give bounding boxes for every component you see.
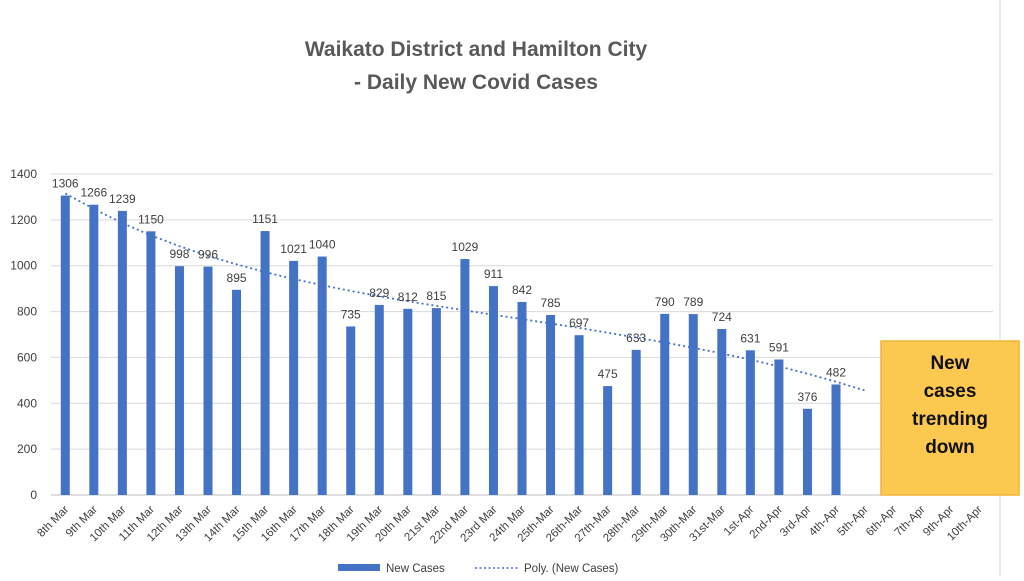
chart-title-line-1: Waikato District and Hamilton City <box>305 38 648 61</box>
y-axis: 0 200 400 600 800 1000 1200 1400 <box>10 167 37 502</box>
bar <box>831 384 841 495</box>
y-tick-label: 0 <box>30 488 37 502</box>
bar <box>745 350 755 495</box>
bar <box>774 359 784 495</box>
legend-label-new-cases: New Cases <box>386 563 445 575</box>
bar <box>117 210 127 496</box>
data-label: 633 <box>626 331 646 345</box>
x-tick-label: 7th-Apr <box>893 504 928 539</box>
data-label: 842 <box>512 283 532 297</box>
data-label: 376 <box>797 390 817 404</box>
bar <box>403 308 413 495</box>
bar <box>517 301 527 495</box>
bar <box>460 259 470 495</box>
legend: New Cases Poly. (New Cases) <box>338 563 619 575</box>
bar <box>346 326 356 495</box>
callout-line-1: New <box>930 353 969 374</box>
bar <box>203 266 213 495</box>
data-label: 735 <box>341 307 361 321</box>
data-label: 1029 <box>452 240 479 254</box>
callout-line-4: down <box>925 437 975 458</box>
data-label: 1150 <box>138 212 164 226</box>
bar <box>546 315 556 495</box>
data-label: 911 <box>484 267 503 281</box>
bar <box>60 195 70 495</box>
x-tick-label: 5th-Apr <box>836 504 871 539</box>
y-tick-label: 1400 <box>10 167 37 181</box>
data-label: 895 <box>227 271 247 285</box>
bar <box>802 408 812 495</box>
data-label: 789 <box>683 295 703 309</box>
data-label: 482 <box>826 365 846 379</box>
data-label: 998 <box>169 247 189 261</box>
bar <box>289 260 299 495</box>
data-label: 1239 <box>109 192 136 206</box>
y-tick-label: 200 <box>17 442 37 456</box>
data-label: 790 <box>655 295 675 309</box>
data-label: 1266 <box>80 186 107 200</box>
trendline-group <box>64 192 865 392</box>
bar <box>717 328 727 495</box>
x-tick-label: 4th-Apr <box>807 504 842 539</box>
callout-line-2: cases <box>924 381 977 402</box>
bar <box>431 308 441 495</box>
bar <box>146 231 156 496</box>
y-tick-label: 1000 <box>10 259 37 273</box>
bar <box>488 286 498 495</box>
y-tick-label: 800 <box>17 305 37 319</box>
data-label: 591 <box>769 340 789 354</box>
trend-callout: New cases trending down <box>880 340 1020 496</box>
trendline <box>64 192 865 392</box>
data-label: 1151 <box>252 212 278 226</box>
series-new-cases <box>60 195 841 496</box>
data-label: 631 <box>740 331 760 345</box>
chart-title-line-2: - Daily New Covid Cases <box>354 71 598 94</box>
y-tick-label: 600 <box>17 350 37 364</box>
x-tick-label: 3rd-Apr <box>778 504 814 540</box>
callout-line-3: trending <box>912 409 988 430</box>
y-tick-label: 400 <box>17 396 37 410</box>
data-label: 815 <box>426 289 446 303</box>
data-label: 829 <box>369 286 389 300</box>
bar <box>374 304 384 495</box>
legend-swatch-new-cases <box>338 564 380 571</box>
bar <box>603 386 613 495</box>
data-label: 1306 <box>52 177 79 191</box>
callout-box <box>880 340 1020 496</box>
data-label: 812 <box>398 290 418 304</box>
x-tick-label: 6th-Apr <box>864 504 899 539</box>
legend-label-trendline: Poly. (New Cases) <box>524 563 619 575</box>
data-label: 1040 <box>309 238 336 252</box>
data-label: 475 <box>598 367 618 381</box>
data-label: 697 <box>569 316 589 330</box>
bar <box>232 289 242 495</box>
data-label: 724 <box>712 310 732 324</box>
y-tick-label: 1200 <box>10 213 37 227</box>
data-label: 785 <box>541 296 561 310</box>
bar <box>317 256 327 495</box>
bar <box>688 314 698 495</box>
bar <box>574 335 584 495</box>
bar <box>89 204 99 495</box>
data-label: 996 <box>198 248 218 262</box>
bar <box>631 349 641 495</box>
bar <box>260 231 270 495</box>
bar <box>660 313 670 495</box>
data-label: 1021 <box>280 242 307 256</box>
bar <box>174 266 184 495</box>
